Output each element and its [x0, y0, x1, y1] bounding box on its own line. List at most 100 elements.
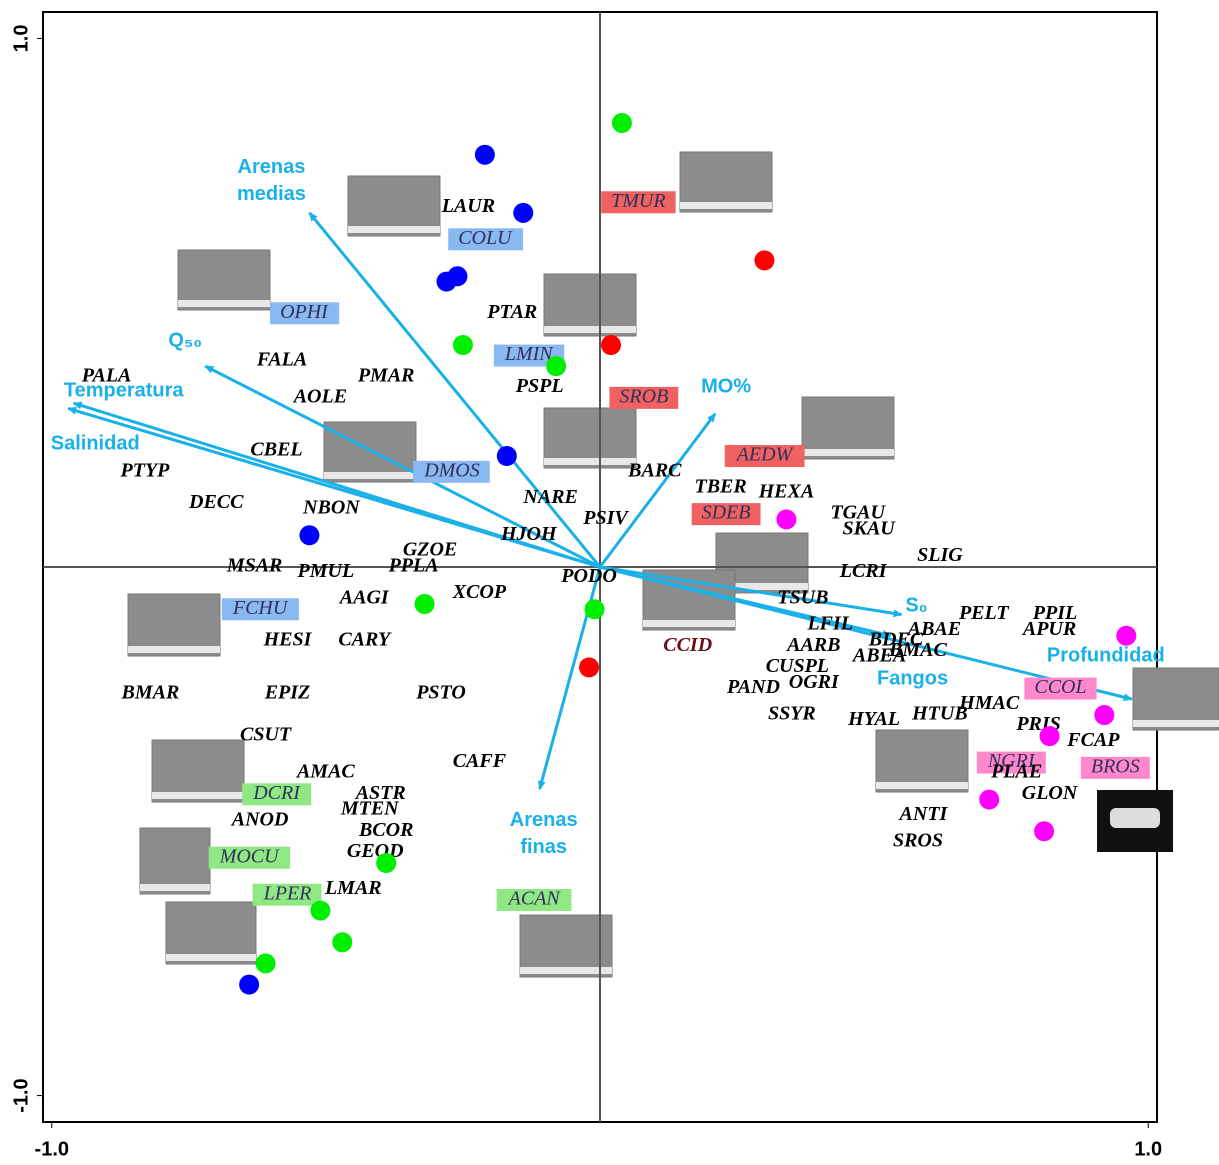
point — [1034, 821, 1055, 842]
photo-scale — [128, 646, 220, 653]
species-label: MTEN — [340, 798, 400, 820]
species-label: OPHI — [280, 301, 329, 323]
point — [600, 335, 621, 355]
species-label: PMAR — [357, 364, 415, 386]
species-label: FCHU — [232, 597, 289, 619]
species-label: DMOS — [423, 459, 480, 481]
species-label: ACAN — [507, 888, 562, 910]
species-label: CUSPL — [766, 655, 829, 677]
species-label: HEXA — [758, 481, 815, 503]
photo-scale — [643, 620, 735, 627]
point — [513, 202, 534, 223]
species-label: BCOR — [358, 819, 413, 841]
species-box — [252, 883, 322, 906]
species-box — [270, 302, 340, 325]
species-label: XCOP — [452, 581, 507, 603]
vector-arrow — [67, 406, 601, 569]
species-label: AAGI — [338, 586, 390, 608]
point — [239, 974, 260, 995]
photo-scale — [140, 884, 210, 891]
species-label: PPIL — [1032, 602, 1077, 624]
photo — [151, 739, 245, 803]
species-label: FALA — [256, 348, 307, 370]
species-label: ABAE — [906, 618, 961, 640]
species-box — [208, 846, 291, 869]
species-box — [242, 783, 312, 806]
point — [546, 356, 567, 377]
species-box — [1024, 677, 1097, 700]
species-label: AOLE — [292, 385, 347, 407]
species-label: PTYP — [120, 459, 171, 481]
species-label: LMAR — [324, 877, 382, 899]
photo-scale — [166, 954, 256, 961]
species-label: NGRI — [987, 750, 1036, 772]
species-box — [976, 751, 1046, 774]
species-label: CCID — [663, 634, 712, 656]
photo — [139, 827, 211, 895]
photo-object — [1110, 808, 1160, 828]
photo-scale — [876, 782, 968, 789]
point — [452, 335, 473, 355]
species-label: BARC — [627, 459, 682, 481]
species-label: HYAL — [847, 708, 900, 730]
species-label: SKAU — [843, 518, 897, 540]
species-box — [691, 503, 761, 526]
species-label: ABEA — [851, 644, 906, 666]
photo-scale — [1133, 720, 1219, 727]
photo — [1132, 667, 1219, 731]
point — [414, 594, 435, 614]
species-box — [496, 889, 572, 911]
species-label: SLIG — [917, 544, 963, 566]
photo — [127, 593, 221, 657]
species-label: SROB — [619, 385, 668, 407]
species-label: GZOE — [403, 539, 457, 561]
species-label: PODO — [560, 565, 617, 587]
species-label: CBEL — [250, 438, 302, 460]
species-box — [1080, 756, 1150, 779]
vector-label: S₀ — [905, 594, 928, 617]
vector-label: Fangos — [876, 667, 949, 690]
photo-scale — [324, 472, 416, 479]
species-label: LCRI — [839, 560, 888, 582]
species-label: COLU — [458, 227, 513, 249]
species-label: FCAP — [1066, 729, 1120, 751]
species-label: PPLA — [388, 555, 439, 577]
species-label: DECC — [188, 491, 244, 513]
species-label: NARE — [522, 486, 577, 508]
vector-arrow — [599, 565, 892, 638]
species-label: EPIZ — [264, 681, 311, 703]
species-label: ASTR — [354, 782, 406, 804]
photo — [543, 273, 637, 337]
species-label: AMAC — [295, 761, 355, 783]
species-label: APUR — [1021, 618, 1076, 640]
point — [754, 250, 775, 271]
photo-scale — [716, 583, 808, 590]
y-tick-label: 1.0 — [10, 25, 32, 53]
species-box — [601, 191, 676, 214]
point — [376, 853, 397, 873]
species-label: ANTI — [898, 803, 949, 825]
vector-label: Temperatura — [63, 379, 184, 402]
photo-scale — [152, 792, 244, 799]
vector-label: MO% — [701, 375, 752, 398]
species-label: DCRI — [252, 782, 301, 804]
point — [776, 509, 797, 530]
species-label: PALA — [81, 364, 132, 386]
species-label: CSUT — [240, 724, 292, 746]
species-label: TBER — [694, 475, 746, 497]
point — [611, 113, 632, 133]
y-tick-label: -1.0 — [10, 1078, 32, 1112]
vector-arrow — [204, 364, 601, 569]
species-label: PTAR — [486, 301, 537, 323]
point — [310, 900, 331, 921]
species-box — [609, 386, 679, 409]
species-label: CARY — [338, 629, 392, 651]
photo-scale — [802, 449, 894, 456]
species-label: BMAR — [121, 681, 180, 703]
photo — [519, 914, 613, 978]
species-label: HESI — [263, 629, 313, 651]
photo — [165, 901, 257, 965]
species-label: AEDW — [735, 444, 795, 466]
species-label: BMAC — [888, 639, 947, 661]
species-label: NBON — [302, 496, 361, 518]
